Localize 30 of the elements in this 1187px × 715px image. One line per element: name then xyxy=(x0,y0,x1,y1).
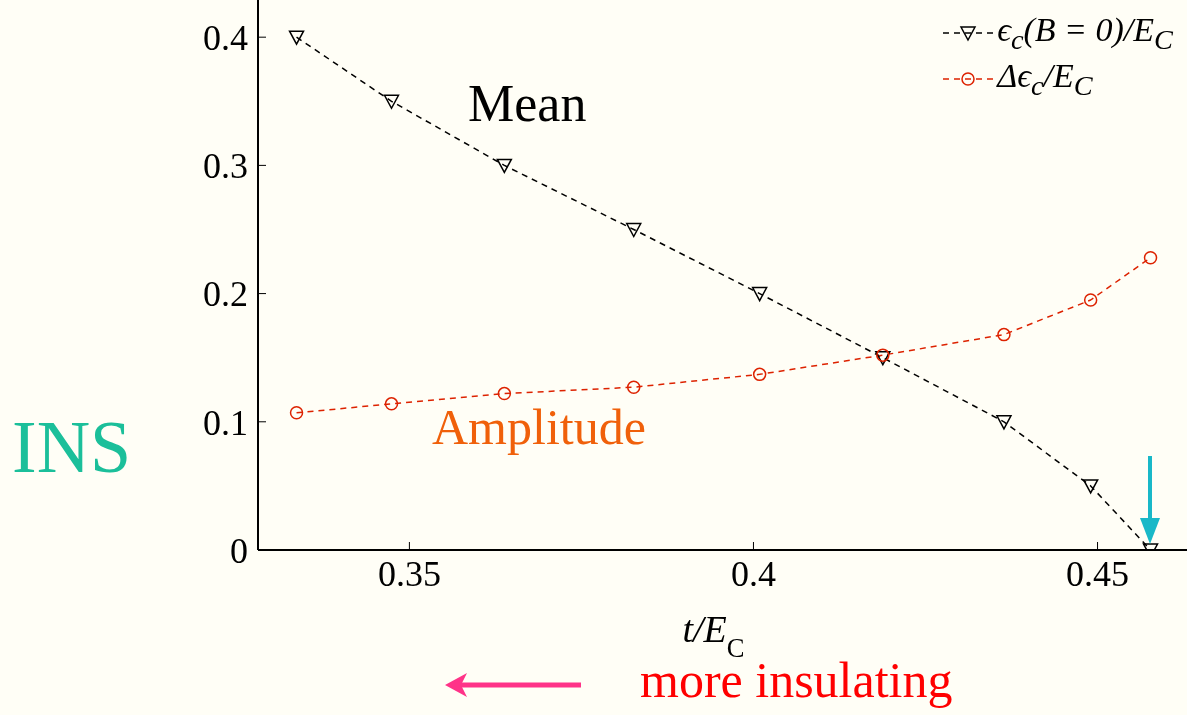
point xyxy=(625,222,642,238)
annotation: Mean xyxy=(468,75,587,132)
annotation: Amplitude xyxy=(432,399,646,455)
x-tick-label: 0.4 xyxy=(730,553,776,594)
y-tick-label: 0 xyxy=(230,530,248,571)
point xyxy=(752,367,767,382)
point xyxy=(288,30,305,45)
point xyxy=(496,158,513,174)
text: INS xyxy=(12,406,132,488)
x-tick-label: 0.35 xyxy=(377,553,441,594)
point xyxy=(751,286,768,302)
point xyxy=(876,348,890,362)
legend-label: ϵ$_{c}$(B = 0)/E$_{C}$ xyxy=(997,10,1173,56)
point xyxy=(1143,250,1158,265)
point xyxy=(996,415,1012,430)
y-tick-label: 0.4 xyxy=(203,17,248,58)
point xyxy=(1083,293,1098,307)
y-tick-label: 0.1 xyxy=(203,402,248,443)
point xyxy=(997,327,1011,342)
legend-label: Δϵ$_{c}$/E$_{C}$ xyxy=(997,56,1093,102)
point xyxy=(497,386,512,401)
point xyxy=(875,350,891,366)
point xyxy=(1082,479,1099,494)
y-tick-label: 0.2 xyxy=(203,274,248,315)
point xyxy=(626,380,641,394)
x-tick-label: 0.45 xyxy=(1066,553,1130,594)
y-tick-label: 0.3 xyxy=(203,146,248,187)
point xyxy=(384,397,399,411)
point xyxy=(383,94,400,110)
point xyxy=(289,406,304,420)
